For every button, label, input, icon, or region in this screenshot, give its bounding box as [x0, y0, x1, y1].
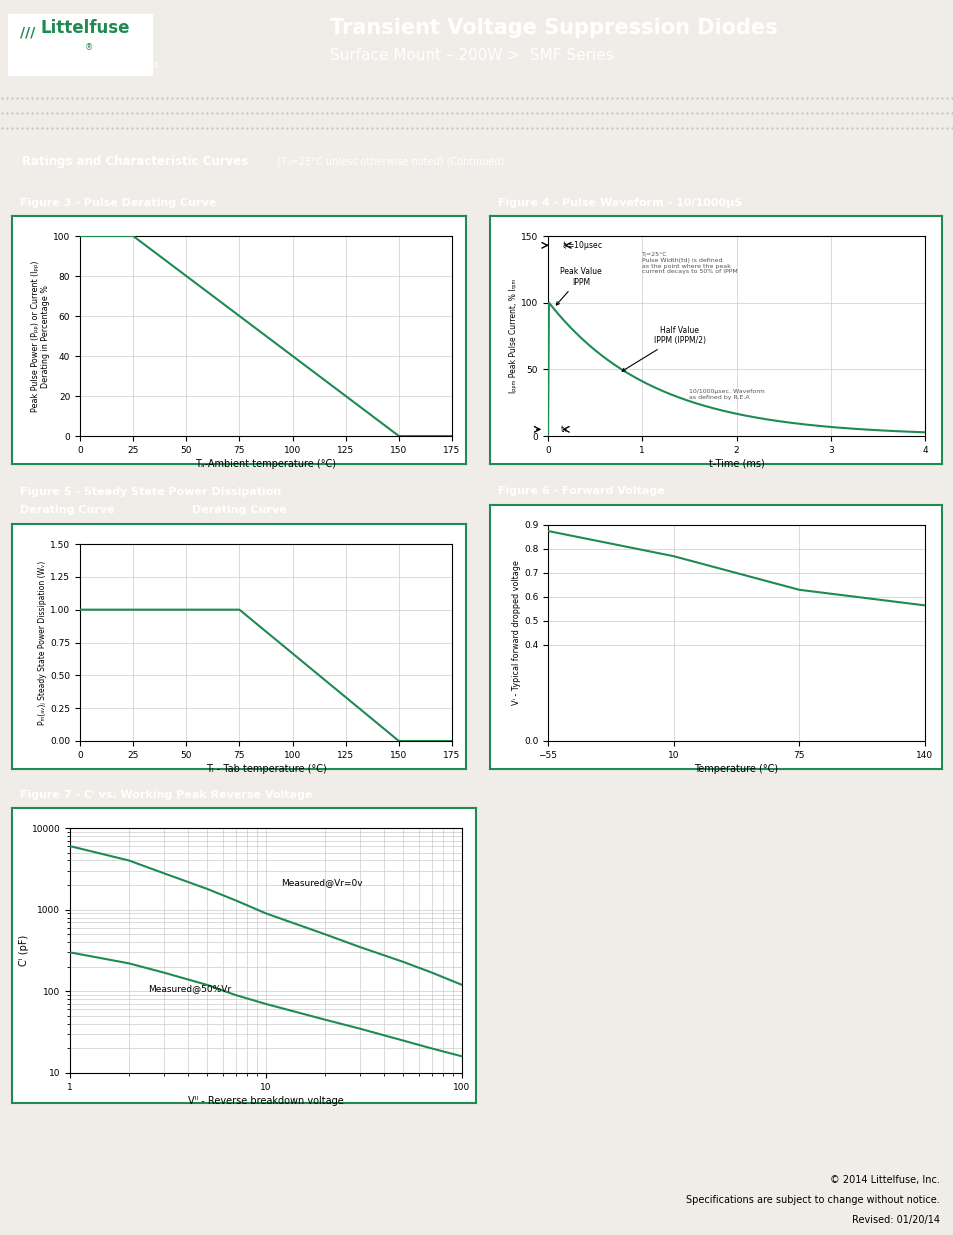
Text: Littelfuse: Littelfuse [40, 19, 130, 37]
X-axis label: Vᴵᴵ - Reverse breakdown voltage: Vᴵᴵ - Reverse breakdown voltage [188, 1095, 343, 1105]
Text: Half Value
IPPM (IPPM/2): Half Value IPPM (IPPM/2) [621, 326, 705, 372]
Text: Figure 4 - Pulse Waveform - 10/1000μS: Figure 4 - Pulse Waveform - 10/1000μS [497, 198, 741, 207]
Text: Measured@Vr=0v: Measured@Vr=0v [281, 878, 363, 887]
Y-axis label: Peak Pulse Power (Pₚₚ) or Current (Iₚₚ)
Derating in Percentage %: Peak Pulse Power (Pₚₚ) or Current (Iₚₚ) … [30, 261, 51, 411]
FancyBboxPatch shape [8, 14, 152, 77]
Text: Measured@50%Vr: Measured@50%Vr [148, 984, 231, 993]
Text: Derating Curve: Derating Curve [192, 505, 286, 515]
Text: Expertise Applied | Answers Delivered: Expertise Applied | Answers Delivered [12, 62, 158, 70]
Text: (Tₐ=25°C unless otherwise noted) (Continued): (Tₐ=25°C unless otherwise noted) (Contin… [274, 157, 504, 167]
Text: tₙ: tₙ [559, 425, 566, 433]
Text: Figure 6 - Forward Voltage: Figure 6 - Forward Voltage [497, 487, 664, 496]
Text: Surface Mount – 200W >  SMF Series: Surface Mount – 200W > SMF Series [330, 48, 613, 63]
Text: Figure 3 - Pulse Derating Curve: Figure 3 - Pulse Derating Curve [20, 198, 216, 207]
X-axis label: Tₐ-Ambient temperature (°C): Tₐ-Ambient temperature (°C) [195, 459, 336, 469]
Text: Figure 7 - Cⁱ vs. Working Peak Reverse Voltage: Figure 7 - Cⁱ vs. Working Peak Reverse V… [20, 790, 312, 800]
Text: Tⱼ=25°C
Pulse Width(td) is defined
as the point where the peak
current decays to: Tⱼ=25°C Pulse Width(td) is defined as th… [641, 252, 738, 274]
Text: 10/1000μsec. Waveform
as defined by R.E.A: 10/1000μsec. Waveform as defined by R.E.… [689, 389, 764, 400]
Text: Ratings and Characteristic Curves: Ratings and Characteristic Curves [22, 156, 248, 168]
Text: Transient Voltage Suppression Diodes: Transient Voltage Suppression Diodes [330, 19, 777, 38]
X-axis label: Tₗ - Tab temperature (°C): Tₗ - Tab temperature (°C) [206, 764, 326, 774]
Text: ®: ® [85, 43, 93, 53]
Text: Peak Value
IPPM: Peak Value IPPM [556, 267, 601, 305]
Text: Derating Curve: Derating Curve [20, 505, 114, 515]
Text: Revised: 01/20/14: Revised: 01/20/14 [851, 1215, 939, 1225]
Y-axis label: Cⁱ (pF): Cⁱ (pF) [19, 935, 29, 966]
Text: © 2014 Littelfuse, Inc.: © 2014 Littelfuse, Inc. [829, 1174, 939, 1186]
Y-axis label: Vⁱ - Typical forward dropped voltage: Vⁱ - Typical forward dropped voltage [512, 561, 520, 705]
Y-axis label: Iₚₚₘ Peak Pulse Current, % Iᵣₚₘ: Iₚₚₘ Peak Pulse Current, % Iᵣₚₘ [509, 279, 517, 393]
X-axis label: Temperature (°C): Temperature (°C) [694, 764, 778, 774]
Text: Specifications are subject to change without notice.: Specifications are subject to change wit… [685, 1195, 939, 1205]
Text: $t_r$=10μsec: $t_r$=10μsec [561, 238, 602, 252]
Text: ///: /// [20, 26, 35, 40]
Y-axis label: Pₘ(ₐᵥ)ⱼ Steady State Power Dissipation (Wᵥ): Pₘ(ₐᵥ)ⱼ Steady State Power Dissipation (… [38, 561, 48, 725]
X-axis label: t-Time (ms): t-Time (ms) [708, 459, 763, 469]
Text: Figure 5 - Steady State Power Dissipation: Figure 5 - Steady State Power Dissipatio… [20, 487, 281, 496]
